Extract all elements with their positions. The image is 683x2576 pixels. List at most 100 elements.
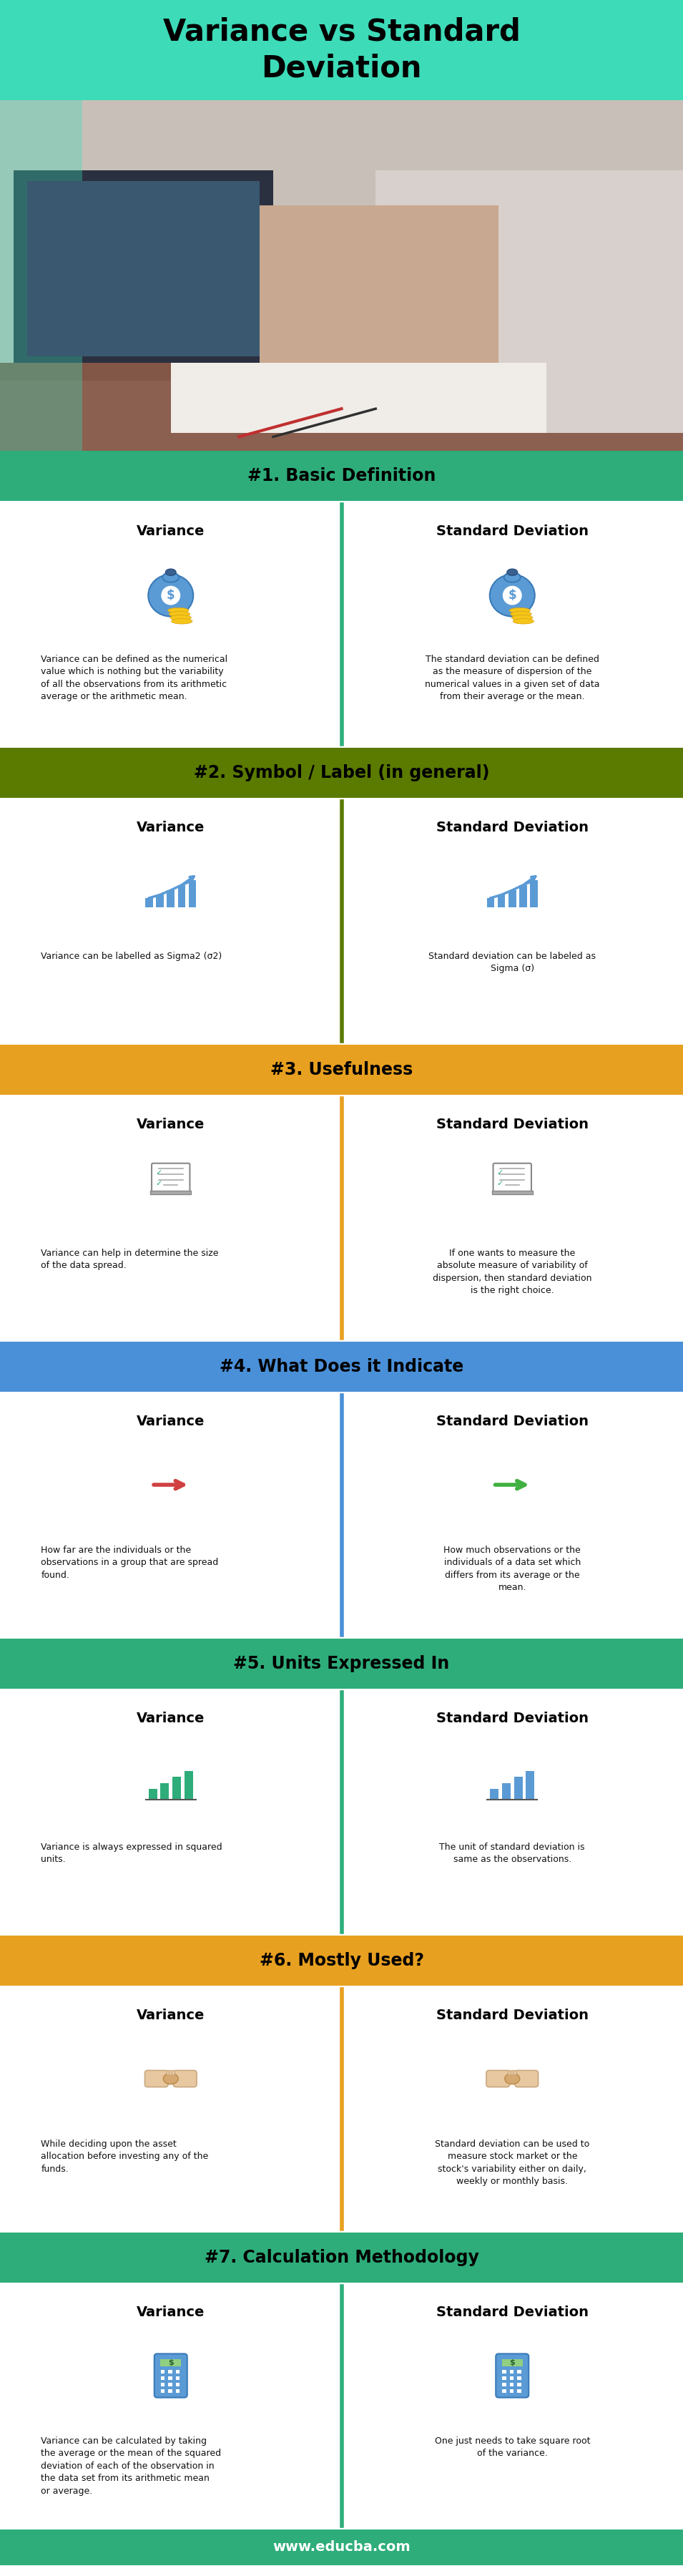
Bar (161, 2360, 181, 2367)
Bar (518, 2370, 521, 2372)
Bar (148, 1788, 157, 1801)
Bar (0, 1046, 683, 1095)
Bar (161, 2375, 165, 2380)
Text: If one wants to measure the
absolute measure of variability of
dispersion, then : If one wants to measure the absolute mea… (433, 1249, 591, 1296)
Ellipse shape (168, 608, 189, 613)
Bar (184, 1770, 193, 1801)
Ellipse shape (171, 618, 193, 623)
Text: Variance can be defined as the numerical
value which is nothing but the variabil: Variance can be defined as the numerical… (41, 654, 227, 701)
Ellipse shape (507, 569, 518, 574)
Bar (487, 899, 494, 907)
Bar (176, 2370, 180, 2372)
Bar (0, 100, 82, 451)
Bar (0, 1638, 683, 1690)
Text: Variance: Variance (137, 822, 205, 835)
Text: Standard Deviation: Standard Deviation (436, 1414, 589, 1430)
Text: ✓: ✓ (155, 1180, 162, 1188)
Text: #2. Symbol / Label (in general): #2. Symbol / Label (in general) (194, 765, 489, 781)
Bar (0, 2530, 683, 2566)
Bar (0, 1690, 683, 1935)
FancyBboxPatch shape (486, 2071, 510, 2087)
FancyBboxPatch shape (496, 2354, 529, 2398)
Text: Variance: Variance (137, 1118, 205, 1131)
Ellipse shape (511, 2071, 514, 2076)
Bar (0, 1095, 683, 1342)
Bar (171, 363, 546, 433)
Bar (260, 206, 499, 363)
Ellipse shape (170, 616, 191, 621)
Bar (514, 1777, 522, 1801)
Text: $: $ (510, 2360, 515, 2367)
Bar (161, 2370, 165, 2372)
Text: $: $ (167, 590, 175, 603)
Bar (0, 451, 683, 500)
Text: #1. Basic Definition: #1. Basic Definition (247, 466, 436, 484)
Ellipse shape (490, 574, 535, 616)
Text: Variance: Variance (137, 1414, 205, 1430)
Text: Variance: Variance (137, 2306, 205, 2318)
Ellipse shape (514, 2071, 516, 2076)
Bar (172, 1777, 181, 1801)
Bar (518, 2383, 521, 2385)
Bar (0, 500, 683, 747)
Text: Variance: Variance (137, 2009, 205, 2022)
Text: Standard deviation can be used to
measure stock market or the
stock's variabilit: Standard deviation can be used to measur… (435, 2141, 589, 2187)
Bar (0, 2233, 683, 2282)
Ellipse shape (148, 574, 193, 616)
Bar (0, 747, 683, 799)
Text: How far are the individuals or the
observations in a group that are spread
found: How far are the individuals or the obser… (41, 1546, 219, 1579)
Text: $: $ (508, 590, 516, 603)
Text: Variance can be calculated by taking
the average or the mean of the squared
devi: Variance can be calculated by taking the… (41, 2437, 221, 2496)
Bar (490, 1788, 499, 1801)
Bar (168, 2388, 172, 2393)
Text: #4. What Does it Indicate: #4. What Does it Indicate (219, 1358, 464, 1376)
Text: Variance can be labelled as Sigma2 (σ2): Variance can be labelled as Sigma2 (σ2) (41, 951, 222, 961)
Bar (502, 2383, 506, 2385)
Bar (156, 894, 164, 907)
Bar (0, 1342, 683, 1391)
Ellipse shape (505, 2074, 520, 2084)
Bar (519, 886, 527, 907)
Bar (178, 886, 185, 907)
Bar (376, 170, 683, 433)
Bar (0, 0, 683, 100)
Text: Variance can help in determine the size
of the data spread.: Variance can help in determine the size … (41, 1249, 219, 1270)
Bar (530, 881, 538, 907)
Bar (518, 2388, 521, 2393)
Text: $: $ (168, 2360, 173, 2367)
Bar (176, 2375, 180, 2380)
Text: One just needs to take square root
of the variance.: One just needs to take square root of th… (434, 2437, 590, 2458)
Bar (0, 1986, 683, 2233)
Bar (510, 2383, 514, 2385)
Bar (167, 891, 175, 907)
Circle shape (503, 585, 522, 605)
Bar (0, 1935, 683, 1986)
Text: Variance: Variance (137, 523, 205, 538)
Bar (492, 1190, 533, 1195)
FancyBboxPatch shape (154, 2354, 187, 2398)
Bar (168, 2375, 172, 2380)
Circle shape (161, 585, 180, 605)
FancyBboxPatch shape (152, 1164, 190, 1193)
Bar (168, 2383, 172, 2385)
Bar (502, 2370, 506, 2372)
FancyBboxPatch shape (493, 1164, 531, 1193)
Text: Standard Deviation: Standard Deviation (436, 822, 589, 835)
Bar (168, 2370, 172, 2372)
Text: While deciding upon the asset
allocation before investing any of the
funds.: While deciding upon the asset allocation… (41, 2141, 208, 2174)
Bar (14, 170, 273, 363)
FancyBboxPatch shape (515, 2071, 538, 2087)
Ellipse shape (508, 2071, 511, 2076)
Ellipse shape (165, 569, 176, 574)
Bar (161, 2388, 165, 2393)
Text: Variance is always expressed in squared
units.: Variance is always expressed in squared … (41, 1842, 223, 1865)
Text: www.educba.com: www.educba.com (273, 2540, 410, 2555)
Ellipse shape (169, 2071, 172, 2076)
Text: Standard Deviation: Standard Deviation (436, 2009, 589, 2022)
Text: Standard deviation can be labeled as
Sigma (σ): Standard deviation can be labeled as Sig… (428, 951, 596, 974)
Text: Standard Deviation: Standard Deviation (436, 2306, 589, 2318)
Bar (145, 899, 153, 907)
Ellipse shape (169, 611, 190, 616)
Bar (0, 363, 683, 381)
Bar (510, 2370, 514, 2372)
